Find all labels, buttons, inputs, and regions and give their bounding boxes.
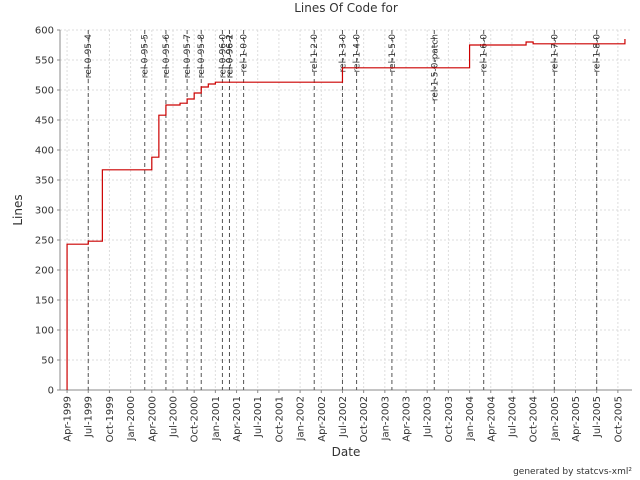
y-tick-label: 500: [35, 86, 54, 97]
x-tick-label: Jul-1999: [84, 396, 95, 438]
release-label: rel-0-95-8: [197, 34, 207, 78]
release-label: rel-0-95-7: [183, 34, 193, 78]
release-label: rel-1-5-0: [388, 34, 398, 73]
release-label: rel-1-7-0: [550, 34, 560, 73]
x-tick-label: Apr-1999: [63, 396, 74, 442]
release-label: rel-0-95-6: [162, 34, 172, 78]
y-tick-label: 150: [35, 296, 54, 307]
x-tick-label: Jan-2005: [550, 396, 561, 441]
x-tick-label: Oct-1999: [105, 396, 116, 442]
x-tick-label: Jan-2002: [296, 396, 307, 441]
x-tick-label: Apr-2000: [147, 396, 158, 442]
line: [66, 39, 626, 390]
release-label: rel-1-2-0: [310, 34, 320, 73]
x-tick-label: Jul-2001: [253, 396, 264, 438]
x-tick-label: Apr-2002: [317, 396, 328, 442]
y-tick-label: 600: [35, 26, 54, 37]
release-label: rel-0-95-5: [141, 34, 151, 78]
footer: generated by statcvs-xml²: [513, 467, 632, 477]
x-tick-label: Oct-2003: [444, 396, 455, 442]
release-label: rel-1-6-0: [480, 34, 490, 73]
release-label: rel-0-95-4: [84, 34, 94, 78]
x-tick-label: Jan-2000: [126, 396, 137, 441]
chart-title: Lines Of Code for: [294, 1, 398, 15]
x-tick-label: Apr-2001: [232, 396, 243, 442]
y-axis-label: Lines: [11, 194, 25, 225]
y-tick-label: 250: [35, 236, 54, 247]
release-label: rel-0-96-2: [225, 34, 235, 78]
y-tick-label: 0: [48, 386, 54, 397]
release-label: rel-0-96-0: [218, 34, 228, 78]
x-tick-label: Jul-2004: [507, 396, 518, 438]
y-tick-label: 200: [35, 266, 54, 277]
x-tick-label: Apr-2003: [402, 396, 413, 442]
x-tick-label: Oct-2000: [190, 396, 201, 442]
y-tick-label: 300: [35, 206, 54, 217]
y-tick-label: 350: [35, 176, 54, 187]
x-tick-label: Oct-2002: [359, 396, 370, 442]
x-tick-label: Jul-2003: [423, 396, 434, 438]
x-axis-label: Date: [332, 445, 361, 459]
release-label: rel-1-4-0: [353, 34, 363, 73]
y-tick-label: 400: [35, 146, 54, 157]
y-tick-label: 100: [35, 326, 54, 337]
x-tick-label: Jan-2003: [380, 396, 391, 441]
x-tick-label: Jan-2001: [211, 396, 222, 441]
y-tick-label: 550: [35, 56, 54, 67]
x-tick-label: Jul-2000: [168, 396, 179, 438]
release-label: rel-1-3-0: [338, 34, 348, 73]
x-tick-label: Jan-2004: [465, 396, 476, 441]
x-tick-label: Jul-2005: [592, 396, 603, 438]
x-tick-label: Apr-2005: [571, 396, 582, 442]
x-tick-label: Oct-2001: [274, 396, 285, 442]
release-label: rel-1-0-0: [240, 34, 250, 73]
x-tick-label: Oct-2005: [613, 396, 624, 442]
release-label: rel-0-96-1: [225, 34, 235, 78]
y-tick-label: 50: [41, 356, 54, 367]
x-tick-label: Jul-2002: [338, 396, 349, 438]
y-tick-label: 450: [35, 116, 54, 127]
x-tick-label: Apr-2004: [486, 396, 497, 442]
release-label: rel-1-8-0: [593, 34, 603, 73]
x-tick-label: Oct-2004: [529, 396, 540, 442]
